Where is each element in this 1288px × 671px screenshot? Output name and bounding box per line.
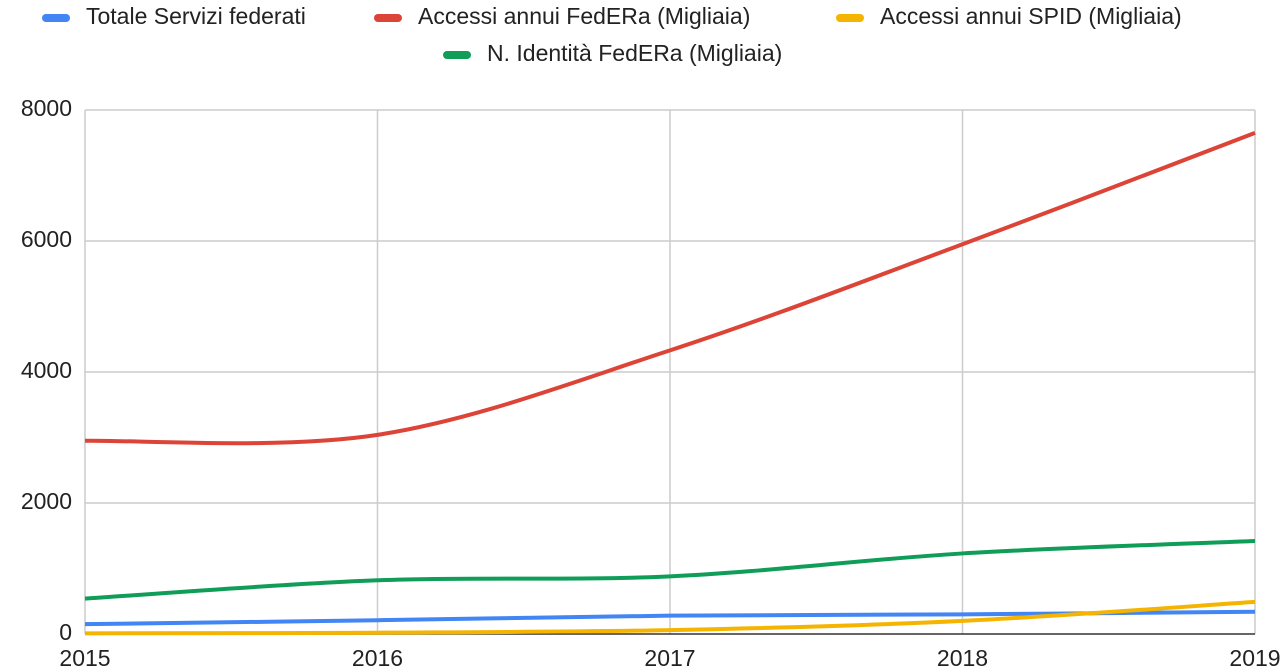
y-tick-label: 6000 [21,226,72,252]
legend-marker [42,14,70,22]
legend-label: Accessi annui FedERa (Migliaia) [418,3,750,29]
legend-marker [836,14,864,22]
x-tick-label: 2018 [937,645,988,671]
x-tick-label: 2016 [352,645,403,671]
series-line [84,599,1256,636]
y-tick-label: 0 [59,619,72,645]
x-tick-label: 2017 [644,645,695,671]
x-tick-label: 2019 [1229,645,1280,671]
legend-label: Totale Servizi federati [86,3,306,29]
series-line [84,538,1256,601]
y-tick-label: 2000 [21,488,72,514]
legend-label: Accessi annui SPID (Migliaia) [880,3,1182,29]
x-tick-label: 2015 [59,645,110,671]
series-line [84,131,1256,446]
legend-label: N. Identità FedERa (Migliaia) [487,40,782,66]
y-tick-label: 4000 [21,357,72,383]
legend-marker [443,51,471,59]
y-tick-label: 8000 [21,95,72,121]
legend-marker [374,14,402,22]
